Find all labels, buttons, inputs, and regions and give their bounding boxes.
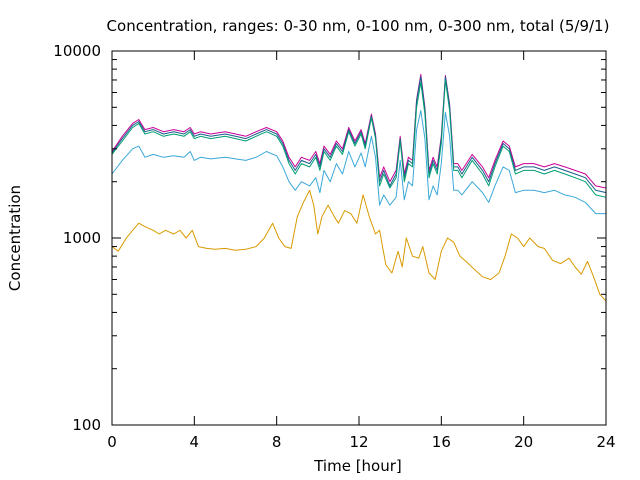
series-line-5 xyxy=(111,189,607,302)
x-tick-label: 12 xyxy=(349,433,368,451)
x-tick-label: 4 xyxy=(190,433,200,451)
series-line-1 xyxy=(111,73,607,189)
plot-frame xyxy=(111,50,607,426)
plot-area xyxy=(111,73,607,302)
y-tick-label: 100 xyxy=(72,416,101,434)
y-tick-label: 10000 xyxy=(53,42,101,60)
axis-ticks: 0 4 8 12 16 20 24 100 1000 10000 xyxy=(53,42,615,451)
x-tick-label: 20 xyxy=(514,433,533,451)
x-axis-label: Time [hour] xyxy=(313,457,402,475)
y-axis-label: Concentration xyxy=(6,185,24,291)
y-tick-label: 1000 xyxy=(63,229,101,247)
series-line-4 xyxy=(111,110,606,215)
x-tick-label: 0 xyxy=(107,433,117,451)
x-tick-label: 16 xyxy=(432,433,451,451)
x-tick-label: 24 xyxy=(596,433,615,451)
series-line-3 xyxy=(111,79,607,198)
x-tick-label: 8 xyxy=(272,433,282,451)
chart-title: Concentration, ranges: 0-30 nm, 0-100 nm… xyxy=(107,17,610,35)
